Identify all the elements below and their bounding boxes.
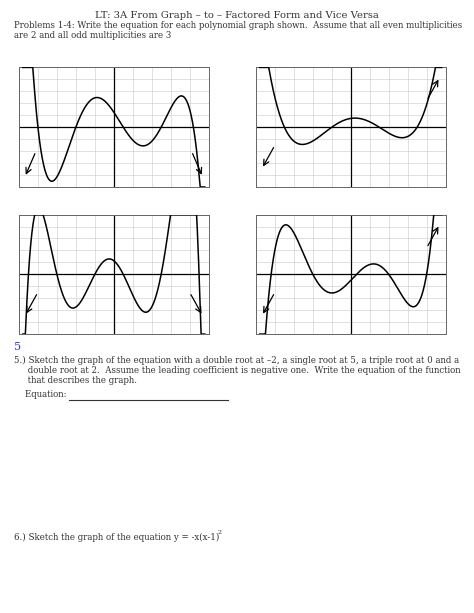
Text: double root at 2.  Assume the leading coefficient is negative one.  Write the eq: double root at 2. Assume the leading coe… xyxy=(14,366,461,375)
Text: Equation:: Equation: xyxy=(14,390,67,400)
Text: 5: 5 xyxy=(14,342,21,352)
Text: LT: 3A From Graph – to – Factored Form and Vice Versa: LT: 3A From Graph – to – Factored Form a… xyxy=(95,11,379,20)
Text: 2: 2 xyxy=(218,530,221,535)
Text: 6.) Sketch the graph of the equation y = -x(x-1): 6.) Sketch the graph of the equation y =… xyxy=(14,533,219,543)
Text: 5.) Sketch the graph of the equation with a double root at –2, a single root at : 5.) Sketch the graph of the equation wit… xyxy=(14,356,459,365)
Text: that describes the graph.: that describes the graph. xyxy=(14,376,137,386)
Text: are 2 and all odd multiplicities are 3: are 2 and all odd multiplicities are 3 xyxy=(14,31,172,40)
Text: Problems 1-4: Write the equation for each polynomial graph shown.  Assume that a: Problems 1-4: Write the equation for eac… xyxy=(14,21,463,31)
